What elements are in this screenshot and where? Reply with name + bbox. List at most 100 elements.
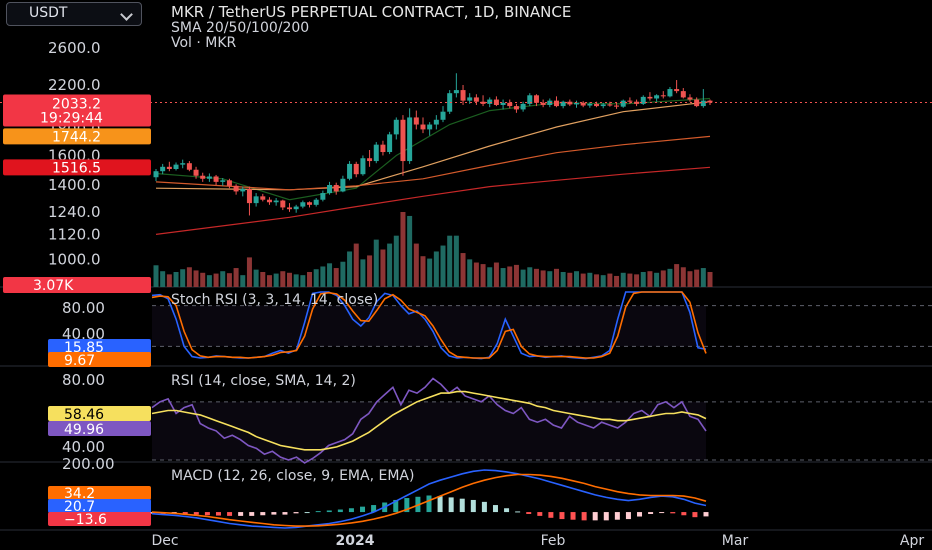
candle-body (654, 95, 660, 99)
volume-bar (360, 259, 366, 287)
time-axis: Dec 2024 Feb Mar Apr (151, 533, 924, 549)
volume-bar (273, 273, 279, 287)
volume-bar (173, 272, 179, 287)
candle-body (246, 188, 252, 204)
candle-body (627, 100, 633, 102)
currency-selector[interactable]: USDT (6, 2, 142, 26)
volume-bar (453, 235, 459, 287)
macd-histogram-bar (592, 512, 598, 521)
candle-body (160, 166, 166, 172)
macd-histogram-bar (371, 505, 377, 513)
volume-bar (347, 251, 353, 287)
candle-body (567, 101, 573, 105)
volume-bar (620, 272, 626, 287)
candle-body (700, 100, 706, 107)
volume-bar (694, 269, 700, 287)
sma-price-badge (3, 159, 151, 176)
volume-bar (520, 269, 526, 287)
volume-bar (266, 275, 272, 287)
volume-bar (687, 271, 693, 287)
volume-bar (560, 272, 566, 287)
osc-tick-label: 40.00 (62, 438, 105, 456)
last-price-text: 2033.2 (52, 96, 101, 112)
candle-body (166, 166, 172, 169)
macd-pane[interactable] (149, 469, 709, 529)
macd-histogram-bar (648, 512, 654, 514)
volume-bar (260, 272, 266, 287)
volume-legend: Vol · MKR (171, 35, 237, 51)
price-tick-label: 2200.0 (48, 76, 101, 94)
candle-body (467, 97, 473, 101)
volume-bar (380, 249, 386, 287)
macd-badge-text: 34.2 (64, 486, 95, 502)
macd-histogram-bar (526, 512, 532, 514)
candle-body (453, 90, 459, 94)
stoch-rsi-pane[interactable]: 80.00 40.00 (62, 291, 932, 360)
volume-bar (627, 273, 633, 287)
sma-line-2 (155, 135, 711, 191)
price-tick-label: 1000.0 (48, 250, 101, 268)
volume-bar (674, 264, 680, 287)
rsi-legend: RSI (14, close, SMA, 14, 2) (171, 373, 356, 389)
indicator-badge (48, 339, 151, 354)
volume-bar (300, 275, 306, 287)
macd-histogram-bar (426, 495, 432, 513)
candle-body (253, 196, 259, 204)
volume-bar (280, 271, 286, 287)
macd-badge (48, 486, 151, 500)
volume-badge (3, 277, 151, 293)
macd-histogram-bar (315, 511, 321, 513)
macd-histogram-bar (215, 512, 221, 516)
volume-bar (547, 271, 553, 287)
candle-body (520, 103, 526, 110)
candle-body (327, 185, 333, 194)
candle-body (400, 119, 406, 162)
macd-histogram-bar (437, 496, 443, 513)
countdown-text: 19:29:44 (40, 110, 103, 126)
macd-histogram-bar (282, 512, 288, 515)
macd-histogram-bar (504, 508, 510, 513)
candle-body (674, 89, 680, 92)
candle-body (360, 158, 366, 175)
candle-body (647, 96, 653, 99)
band-fill (152, 401, 706, 460)
macd-histogram-bar (481, 501, 487, 513)
osc-line-1 (151, 390, 707, 451)
candle-body (240, 188, 246, 192)
macd-badge (48, 512, 151, 526)
indicator-badge (48, 352, 151, 367)
candle-body (507, 102, 513, 107)
macd-histogram-bar (659, 512, 665, 514)
stoch-rsi-legend: Stoch RSI (3, 3, 14, 14, close) (171, 292, 378, 308)
macd-histogram-bar (260, 512, 266, 516)
candle-body (307, 202, 313, 205)
candle-body (513, 106, 519, 110)
volume-bar (293, 274, 299, 287)
volume-bar (240, 275, 246, 287)
macd-histogram-bar (182, 512, 188, 515)
volume-bar (460, 253, 466, 287)
macd-histogram-bar (570, 512, 576, 520)
macd-badge-text: 20.7 (64, 499, 95, 515)
macd-line-0 (151, 469, 707, 529)
candle-body (266, 199, 272, 203)
candle-body (560, 101, 566, 107)
volume-bar (400, 212, 406, 287)
macd-histogram-bar (537, 512, 543, 516)
price-badges: 2033.219:29:441744.21516.53.07K15.859.67… (3, 94, 151, 528)
price-tick-label: 1120.0 (48, 225, 101, 243)
candle-body (180, 163, 186, 165)
volume-bar (313, 269, 319, 287)
candle-body (447, 93, 453, 112)
macd-histogram-bar (625, 512, 631, 520)
candle-body (440, 111, 446, 120)
volume-bar (373, 239, 379, 287)
volume-badge-text: 3.07K (33, 278, 74, 294)
candle-body (614, 105, 620, 107)
volume-bar (527, 267, 533, 287)
candle-body (273, 200, 279, 203)
candle-body (387, 134, 393, 153)
candle-body (320, 193, 326, 200)
